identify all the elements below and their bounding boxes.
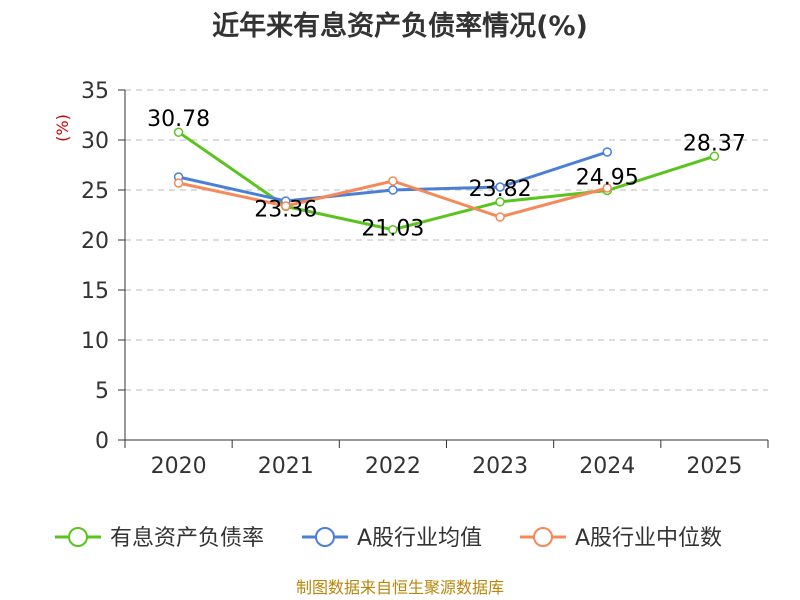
y-tick-label: 5: [95, 379, 109, 404]
legend-marker: [315, 527, 335, 547]
y-tick-label: 30: [81, 129, 109, 154]
legend-label: 有息资产负债率: [110, 526, 264, 551]
data-point[interactable]: [173, 178, 184, 188]
x-tick-label: 2025: [686, 454, 742, 479]
chart-title: 近年来有息资产负债率情况(%): [212, 10, 588, 42]
data-label: 24.95: [576, 166, 639, 191]
y-tick-label: 0: [95, 429, 109, 454]
series-lines: [173, 127, 720, 235]
data-point[interactable]: [173, 127, 184, 137]
series-line-0: [177, 130, 715, 232]
data-point[interactable]: [602, 147, 612, 157]
data-point[interactable]: [388, 224, 398, 235]
data-label: 28.37: [683, 131, 746, 156]
data-point[interactable]: [709, 151, 720, 162]
data-point[interactable]: [602, 183, 612, 193]
data-label: 21.03: [361, 217, 424, 242]
y-tick-label: 15: [81, 279, 109, 304]
legend-item-0[interactable]: 有息资产负债率: [55, 526, 264, 551]
y-tick-label: 20: [81, 229, 109, 254]
data-point[interactable]: [281, 201, 291, 211]
source-note: 制图数据来自恒生聚源数据库: [296, 578, 504, 597]
legend-marker: [68, 527, 88, 547]
grid-lines: [125, 89, 768, 391]
y-tick-label: 10: [81, 329, 109, 354]
x-tick-label: 2021: [258, 454, 314, 479]
data-label: 23.82: [469, 177, 532, 202]
legend-label: A股行业中位数: [575, 526, 722, 551]
x-tick-label: 2020: [151, 454, 207, 479]
data-point[interactable]: [495, 212, 505, 222]
data-point[interactable]: [388, 185, 398, 195]
x-tick-label: 2024: [579, 454, 635, 479]
x-tick-label: 2022: [365, 454, 421, 479]
y-tick-label: 35: [81, 79, 109, 104]
data-point[interactable]: [388, 176, 398, 186]
legend-marker: [533, 527, 553, 547]
y-axis-unit-label: (%): [53, 114, 72, 142]
data-label: 23.36: [254, 197, 317, 222]
data-point[interactable]: [495, 182, 505, 192]
y-tick-label: 25: [81, 179, 109, 204]
legend-item-1[interactable]: A股行业均值: [302, 526, 482, 551]
data-label: 30.78: [147, 107, 210, 132]
data-point[interactable]: [495, 197, 505, 207]
x-tick-label: 2023: [472, 454, 528, 479]
data-labels: 30.78 23.36 21.03 23.82 24.95 28.37: [147, 107, 746, 242]
legend-item-2[interactable]: A股行业中位数: [520, 526, 722, 551]
legend[interactable]: 有息资产负债率 A股行业均值 A股行业中位数: [55, 526, 722, 551]
legend-label: A股行业均值: [357, 526, 482, 551]
